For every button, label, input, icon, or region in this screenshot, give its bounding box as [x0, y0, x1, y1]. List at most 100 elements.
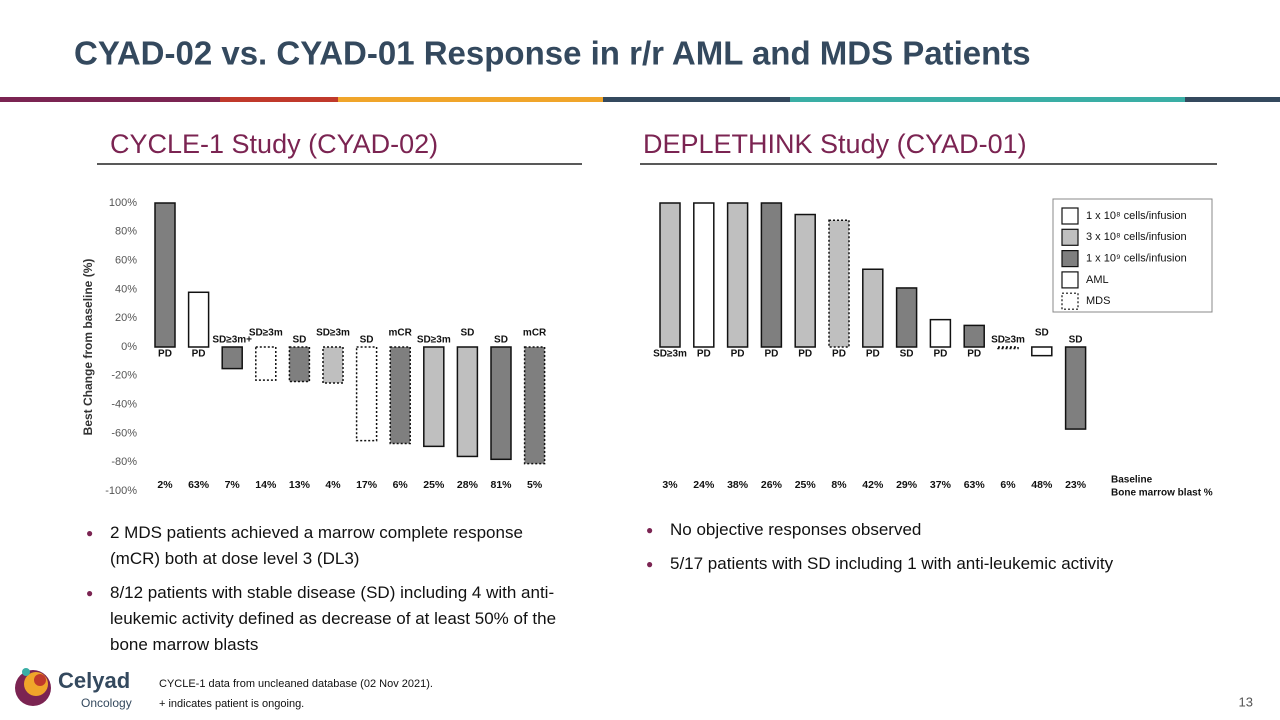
- response-label: SD≥3m: [653, 349, 687, 360]
- legend-label: 1 x 10⁸ cells/infusion: [1086, 210, 1187, 222]
- response-label: PD: [158, 349, 172, 360]
- bar: [693, 202, 715, 348]
- bar: [726, 202, 749, 348]
- response-label: SD: [360, 335, 374, 346]
- blast-label: 14%: [255, 479, 277, 491]
- accent-bar: [790, 97, 1185, 102]
- blast-label: 7%: [225, 479, 241, 491]
- bar: [760, 202, 783, 348]
- legend-frame: [1052, 198, 1213, 313]
- y-tick-label: 40%: [115, 283, 137, 295]
- y-tick-label: -100%: [105, 485, 137, 497]
- bar: [862, 268, 884, 348]
- footnote: CYCLE-1 data from uncleaned database (02…: [159, 678, 433, 690]
- logo: Celyad Oncology: [15, 668, 132, 710]
- legend-label: 3 x 10⁸ cells/infusion: [1086, 231, 1187, 243]
- y-tick-label: -20%: [111, 370, 137, 382]
- bullet: 8/12 patients with stable disease (SD) i…: [86, 580, 566, 658]
- blast-label: 81%: [490, 479, 512, 491]
- chart-title: CYCLE-1 Study (CYAD-02): [110, 129, 438, 159]
- legend-label: MDS: [1086, 295, 1110, 307]
- legend: 1 x 10⁸ cells/infusion 3 x 10⁸ cells/infu…: [1052, 198, 1213, 313]
- response-label: mCR: [389, 328, 413, 339]
- response-label: PD: [832, 349, 846, 360]
- legend-swatch: [1061, 207, 1079, 225]
- accent-bar: [603, 97, 790, 102]
- y-tick-label: -60%: [111, 427, 137, 439]
- bar: [523, 346, 546, 465]
- blast-caption: Baseline: [1111, 475, 1153, 486]
- left-bullets: 2 MDS patients achieved a marrow complet…: [86, 520, 566, 666]
- bar: [997, 346, 1019, 350]
- chart-title: DEPLETHINK Study (CYAD-01): [643, 129, 1027, 159]
- bar: [187, 291, 210, 348]
- legend-label: AML: [1086, 274, 1109, 286]
- response-label: SD: [460, 328, 474, 339]
- page-number: 13: [1239, 694, 1253, 709]
- y-tick-label: 60%: [115, 255, 137, 267]
- y-axis-label: Best Change from baseline (%): [81, 259, 95, 436]
- accent-bar: [0, 97, 220, 102]
- bullet: 5/17 patients with SD including 1 with a…: [646, 551, 1206, 577]
- blast-label: 6%: [393, 479, 409, 491]
- blast-label: 28%: [457, 479, 479, 491]
- bar: [423, 346, 445, 448]
- blast-label: 25%: [423, 479, 445, 491]
- bar: [255, 346, 277, 381]
- blast-label: 48%: [1031, 479, 1053, 491]
- blast-label: 29%: [896, 479, 918, 491]
- legend-swatch: [1061, 250, 1079, 268]
- bar: [154, 202, 176, 348]
- logo-name: Celyad: [58, 668, 130, 693]
- response-label: SD: [494, 335, 508, 346]
- blast-label: 25%: [795, 479, 817, 491]
- slide-title: CYAD-02 vs. CYAD-01 Response in r/r AML …: [74, 35, 1031, 72]
- response-label: SD≥3m: [249, 328, 283, 339]
- response-label: PD: [697, 349, 711, 360]
- response-label: SD: [1069, 335, 1083, 346]
- footnote: + indicates patient is ongoing.: [159, 698, 305, 710]
- legend-swatch: [1061, 292, 1079, 310]
- bar: [322, 346, 344, 384]
- response-label: SD: [1035, 328, 1049, 339]
- bar: [490, 346, 512, 461]
- accent-bar: [1185, 97, 1280, 102]
- bar: [389, 346, 411, 445]
- accent-bar: [338, 97, 603, 102]
- y-tick-label: -40%: [111, 399, 137, 411]
- bar: [1064, 346, 1087, 430]
- response-label: SD≥3m: [991, 335, 1025, 346]
- response-label: PD: [933, 349, 947, 360]
- blast-label: 2%: [157, 479, 173, 491]
- blast-label: 38%: [727, 479, 749, 491]
- accent-bar: [220, 97, 338, 102]
- bullet: 2 MDS patients achieved a marrow complet…: [86, 520, 566, 572]
- bar: [456, 346, 479, 458]
- bullet: No objective responses observed: [646, 517, 1206, 543]
- y-tick-label: -80%: [111, 456, 137, 468]
- blast-label: 13%: [289, 479, 311, 491]
- blast-label: 37%: [930, 479, 952, 491]
- response-label: PD: [192, 349, 206, 360]
- blast-label: 26%: [761, 479, 783, 491]
- response-label: PD: [967, 349, 981, 360]
- blast-label: 63%: [964, 479, 986, 491]
- blast-label: 24%: [693, 479, 715, 491]
- y-tick-label: 80%: [115, 226, 137, 238]
- bar: [659, 202, 681, 348]
- bar: [828, 219, 850, 348]
- response-label: SD≥3m: [316, 328, 350, 339]
- blast-label: 4%: [325, 479, 341, 491]
- response-label: PD: [798, 349, 812, 360]
- blast-label: 6%: [1000, 479, 1016, 491]
- blast-label: 8%: [831, 479, 847, 491]
- bar: [1031, 346, 1053, 357]
- bar: [895, 287, 918, 348]
- y-tick-label: 100%: [109, 197, 137, 209]
- response-label: mCR: [523, 328, 547, 339]
- bar: [963, 324, 985, 348]
- bar: [221, 346, 243, 370]
- response-label: PD: [764, 349, 778, 360]
